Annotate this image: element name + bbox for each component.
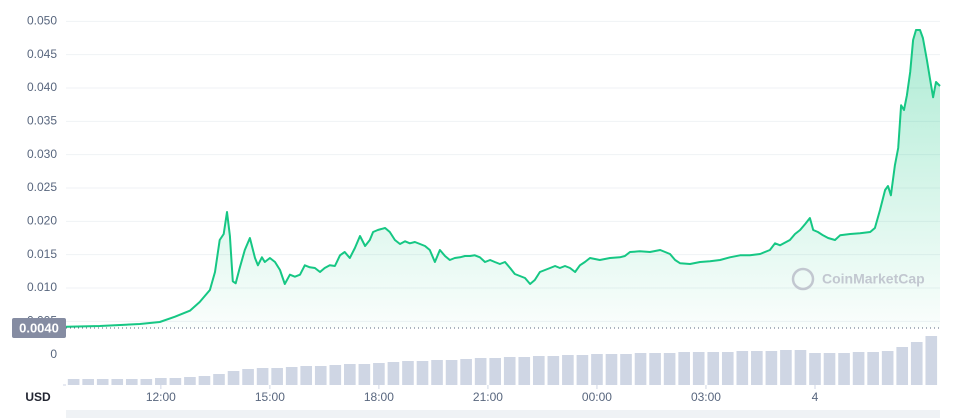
volume-bar xyxy=(780,350,792,385)
volume-bar xyxy=(242,369,254,385)
volume-bar xyxy=(285,367,298,385)
y-tick-label: 0.020 xyxy=(27,214,57,228)
volume-bar xyxy=(503,357,516,385)
x-tick-label: 00:00 xyxy=(582,390,612,404)
watermark-text: CoinMarketCap xyxy=(822,271,925,287)
y-tick-label: 0.030 xyxy=(27,147,57,161)
volume-bar xyxy=(125,379,138,385)
y-tick-label: 0.040 xyxy=(27,80,57,94)
x-tick-label: 18:00 xyxy=(364,390,394,404)
volume-bar xyxy=(634,353,647,385)
volume-bar xyxy=(140,379,153,385)
volume-bar xyxy=(692,352,705,385)
volume-bar xyxy=(373,363,385,385)
volume-bar xyxy=(663,353,676,385)
volume-bar xyxy=(329,365,342,385)
volume-bar xyxy=(896,347,909,385)
volume-bar xyxy=(532,356,545,385)
volume-bar xyxy=(751,351,763,385)
volume-bar xyxy=(823,353,836,385)
reference-badge xyxy=(12,318,66,338)
reference-label: 0.0040 xyxy=(19,320,59,335)
volume-bar xyxy=(474,358,487,385)
volume-bar xyxy=(489,358,502,385)
volume-bar xyxy=(344,364,356,385)
volume-bar xyxy=(838,353,850,385)
volume-bar xyxy=(82,379,94,385)
volume-bar xyxy=(213,374,225,385)
volume-bar xyxy=(721,352,734,385)
currency-label: USD xyxy=(25,390,51,404)
volume-bar xyxy=(300,366,313,385)
scrollbar[interactable] xyxy=(66,410,940,418)
volume-bar xyxy=(867,352,879,385)
volume-bar xyxy=(445,360,458,385)
volume-bar xyxy=(591,354,603,385)
volume-bar xyxy=(198,376,211,385)
watermark: CoinMarketCap xyxy=(791,267,925,291)
volume-bar xyxy=(605,354,618,385)
y-tick-label: 0.045 xyxy=(27,47,57,61)
volume-bar xyxy=(910,342,923,385)
volume-bar xyxy=(155,378,167,385)
volume-bar xyxy=(402,361,414,385)
y2-tick-label: 0 xyxy=(50,347,57,361)
volume-bar xyxy=(794,350,807,385)
x-tick-label: 4 xyxy=(812,390,819,404)
x-tick-label: 15:00 xyxy=(255,390,285,404)
volume-bar xyxy=(111,379,124,385)
y-tick-label: 0.050 xyxy=(27,14,57,28)
volume-bar xyxy=(169,378,182,385)
x-tick-label: 21:00 xyxy=(473,390,503,404)
volume-bar xyxy=(271,368,283,385)
price-line xyxy=(65,29,941,328)
volume-bar xyxy=(736,351,749,385)
volume-bar xyxy=(518,357,531,385)
y-tick-label: 0.025 xyxy=(27,180,57,194)
volume-bar xyxy=(547,356,560,385)
volume-bar xyxy=(765,351,778,385)
volume-bar xyxy=(620,354,632,385)
volume-bar xyxy=(314,366,327,385)
y-tick-label: 0.035 xyxy=(27,114,57,128)
volume-bar xyxy=(227,371,240,385)
volume-bar xyxy=(460,359,472,385)
volume-bar xyxy=(67,379,80,385)
volume-bar xyxy=(358,364,371,385)
volume-bar xyxy=(184,377,196,385)
x-tick-label: 03:00 xyxy=(691,390,721,404)
price-area xyxy=(66,30,940,328)
y-tick-label: 0.010 xyxy=(27,280,57,294)
volume-bar xyxy=(649,353,661,385)
x-tick-label: 12:00 xyxy=(146,390,176,404)
volume-bar xyxy=(96,379,109,385)
volume-bar xyxy=(576,355,589,385)
volume-bar xyxy=(256,368,269,385)
volume-bar xyxy=(416,361,429,385)
volume-bar xyxy=(431,360,443,385)
volume-bar xyxy=(707,352,720,385)
volume-bar xyxy=(387,362,400,385)
volume-bar xyxy=(881,351,894,385)
y-tick-label: 0.015 xyxy=(27,247,57,261)
volume-bar xyxy=(852,352,865,385)
volume-bar xyxy=(925,336,938,385)
volume-bar xyxy=(562,355,574,385)
volume-bar xyxy=(678,352,690,385)
volume-bar xyxy=(809,353,821,385)
